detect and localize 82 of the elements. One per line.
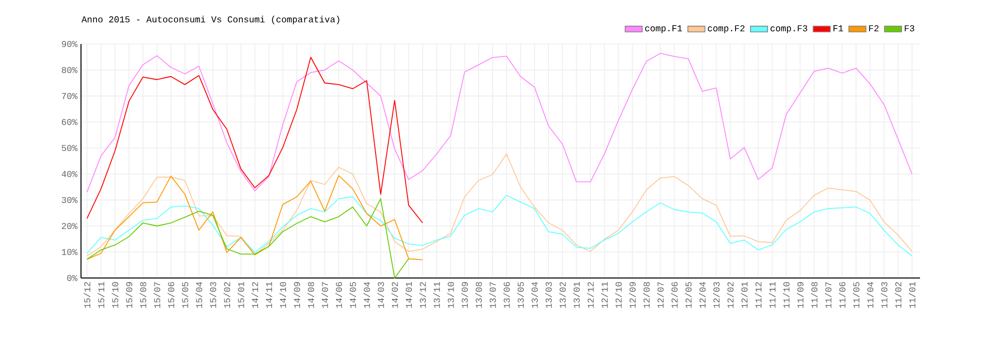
- x-tick-label: 13/11: [433, 282, 440, 308]
- legend-label: comp.F3: [770, 25, 808, 34]
- y-tick-label: 10%: [62, 248, 78, 256]
- legend-label: F2: [869, 25, 878, 32]
- x-tick-label: 14/10: [279, 282, 286, 308]
- x-tick-label: 13/05: [517, 282, 524, 308]
- x-tick-label: 14/09: [293, 282, 300, 308]
- x-tick-label: 11/09: [796, 282, 804, 308]
- x-tick-label: 12/03: [712, 282, 720, 308]
- y-tick-label: 20%: [62, 222, 78, 230]
- y-tick-label: 60%: [62, 118, 78, 126]
- x-tick-label: 13/02: [559, 282, 566, 308]
- x-tick-label: 14/04: [363, 282, 370, 308]
- x-tick-label: 12/04: [698, 282, 706, 308]
- line-series: [86, 194, 912, 256]
- x-tick-label: 14/07: [321, 282, 328, 308]
- x-tick-label: 11/05: [852, 282, 860, 308]
- x-tick-label: 13/08: [475, 282, 482, 308]
- x-tick-label: 15/02: [224, 282, 230, 308]
- line-series: [86, 56, 424, 224]
- chart-title: Anno 2015 - Autoconsumi Vs Consumi (comparativa): [82, 16, 340, 24]
- x-tick-label: 15/05: [182, 282, 188, 308]
- x-tick-label: 12/01: [740, 282, 748, 308]
- x-tick-label: 14/01: [405, 282, 412, 308]
- y-tick-label: 70%: [62, 92, 78, 100]
- x-tick-label: 15/12: [84, 282, 90, 308]
- legend-label: F1: [834, 25, 844, 32]
- x-tick-label: 14/08: [307, 282, 314, 308]
- x-tick-label: 12/06: [671, 282, 678, 308]
- y-tick-label: 40%: [62, 170, 78, 178]
- x-tick-label: 14/05: [349, 282, 356, 308]
- x-tick-label: 15/03: [210, 282, 216, 308]
- x-tick-label: 14/11: [265, 282, 272, 308]
- x-tick-label: 13/03: [545, 282, 552, 308]
- x-tick-label: 12/05: [685, 282, 692, 308]
- x-tick-label: 13/12: [419, 282, 426, 308]
- x-tick-label: 12/07: [657, 282, 664, 308]
- x-tick-label: 11/08: [810, 282, 818, 308]
- x-tick-label: 13/04: [531, 282, 538, 308]
- line-series: [86, 52, 912, 193]
- x-tick-label: 11/01: [908, 282, 916, 308]
- x-tick-label: 11/12: [754, 282, 762, 308]
- x-tick-label: 14/06: [335, 282, 342, 308]
- x-tick-label: 15/06: [168, 282, 174, 308]
- x-tick-label: 15/11: [98, 282, 104, 308]
- x-tick-label: 15/04: [196, 282, 202, 308]
- y-tick-label: 0%: [67, 274, 78, 282]
- x-tick-label: 12/08: [643, 282, 650, 308]
- line-series: [86, 175, 424, 260]
- x-tick-label: 12/09: [629, 282, 636, 308]
- x-tick-label: 12/12: [587, 282, 594, 308]
- y-tick-label: 90%: [62, 40, 78, 48]
- x-tick-label: 12/02: [726, 282, 734, 308]
- x-tick-label: 15/01: [238, 282, 244, 308]
- x-tick-label: 15/09: [126, 282, 132, 308]
- x-tick-label: 11/04: [866, 282, 874, 308]
- x-tick-label: 11/03: [880, 282, 888, 308]
- y-tick-label: 30%: [62, 196, 78, 204]
- x-tick-label: 14/03: [377, 282, 384, 308]
- x-tick-label: 11/02: [894, 282, 902, 308]
- x-tick-label: 12/10: [615, 282, 622, 308]
- x-tick-label: 13/10: [447, 282, 454, 308]
- x-tick-label: 13/07: [489, 282, 496, 308]
- x-tick-label: 11/06: [838, 282, 846, 308]
- x-tick-label: 11/10: [782, 282, 790, 308]
- x-tick-label: 15/10: [112, 282, 118, 308]
- x-tick-label: 13/09: [461, 282, 468, 308]
- x-tick-label: 11/11: [768, 282, 776, 308]
- line-series: [86, 198, 410, 278]
- x-tick-label: 12/11: [601, 282, 608, 308]
- x-tick-label: 14/02: [391, 282, 398, 308]
- legend-label: F3: [904, 25, 914, 32]
- legend-label: comp.F1: [645, 25, 682, 34]
- y-tick-label: 50%: [62, 144, 78, 152]
- x-tick-label: 15/07: [154, 282, 160, 308]
- x-tick-label: 13/01: [573, 282, 580, 308]
- x-tick-label: 14/12: [252, 282, 258, 308]
- x-tick-label: 11/07: [824, 282, 832, 308]
- y-tick-label: 80%: [62, 66, 78, 74]
- x-tick-label: 13/06: [503, 282, 510, 308]
- x-tick-label: 15/08: [140, 282, 146, 308]
- legend-label: comp.F2: [708, 25, 744, 34]
